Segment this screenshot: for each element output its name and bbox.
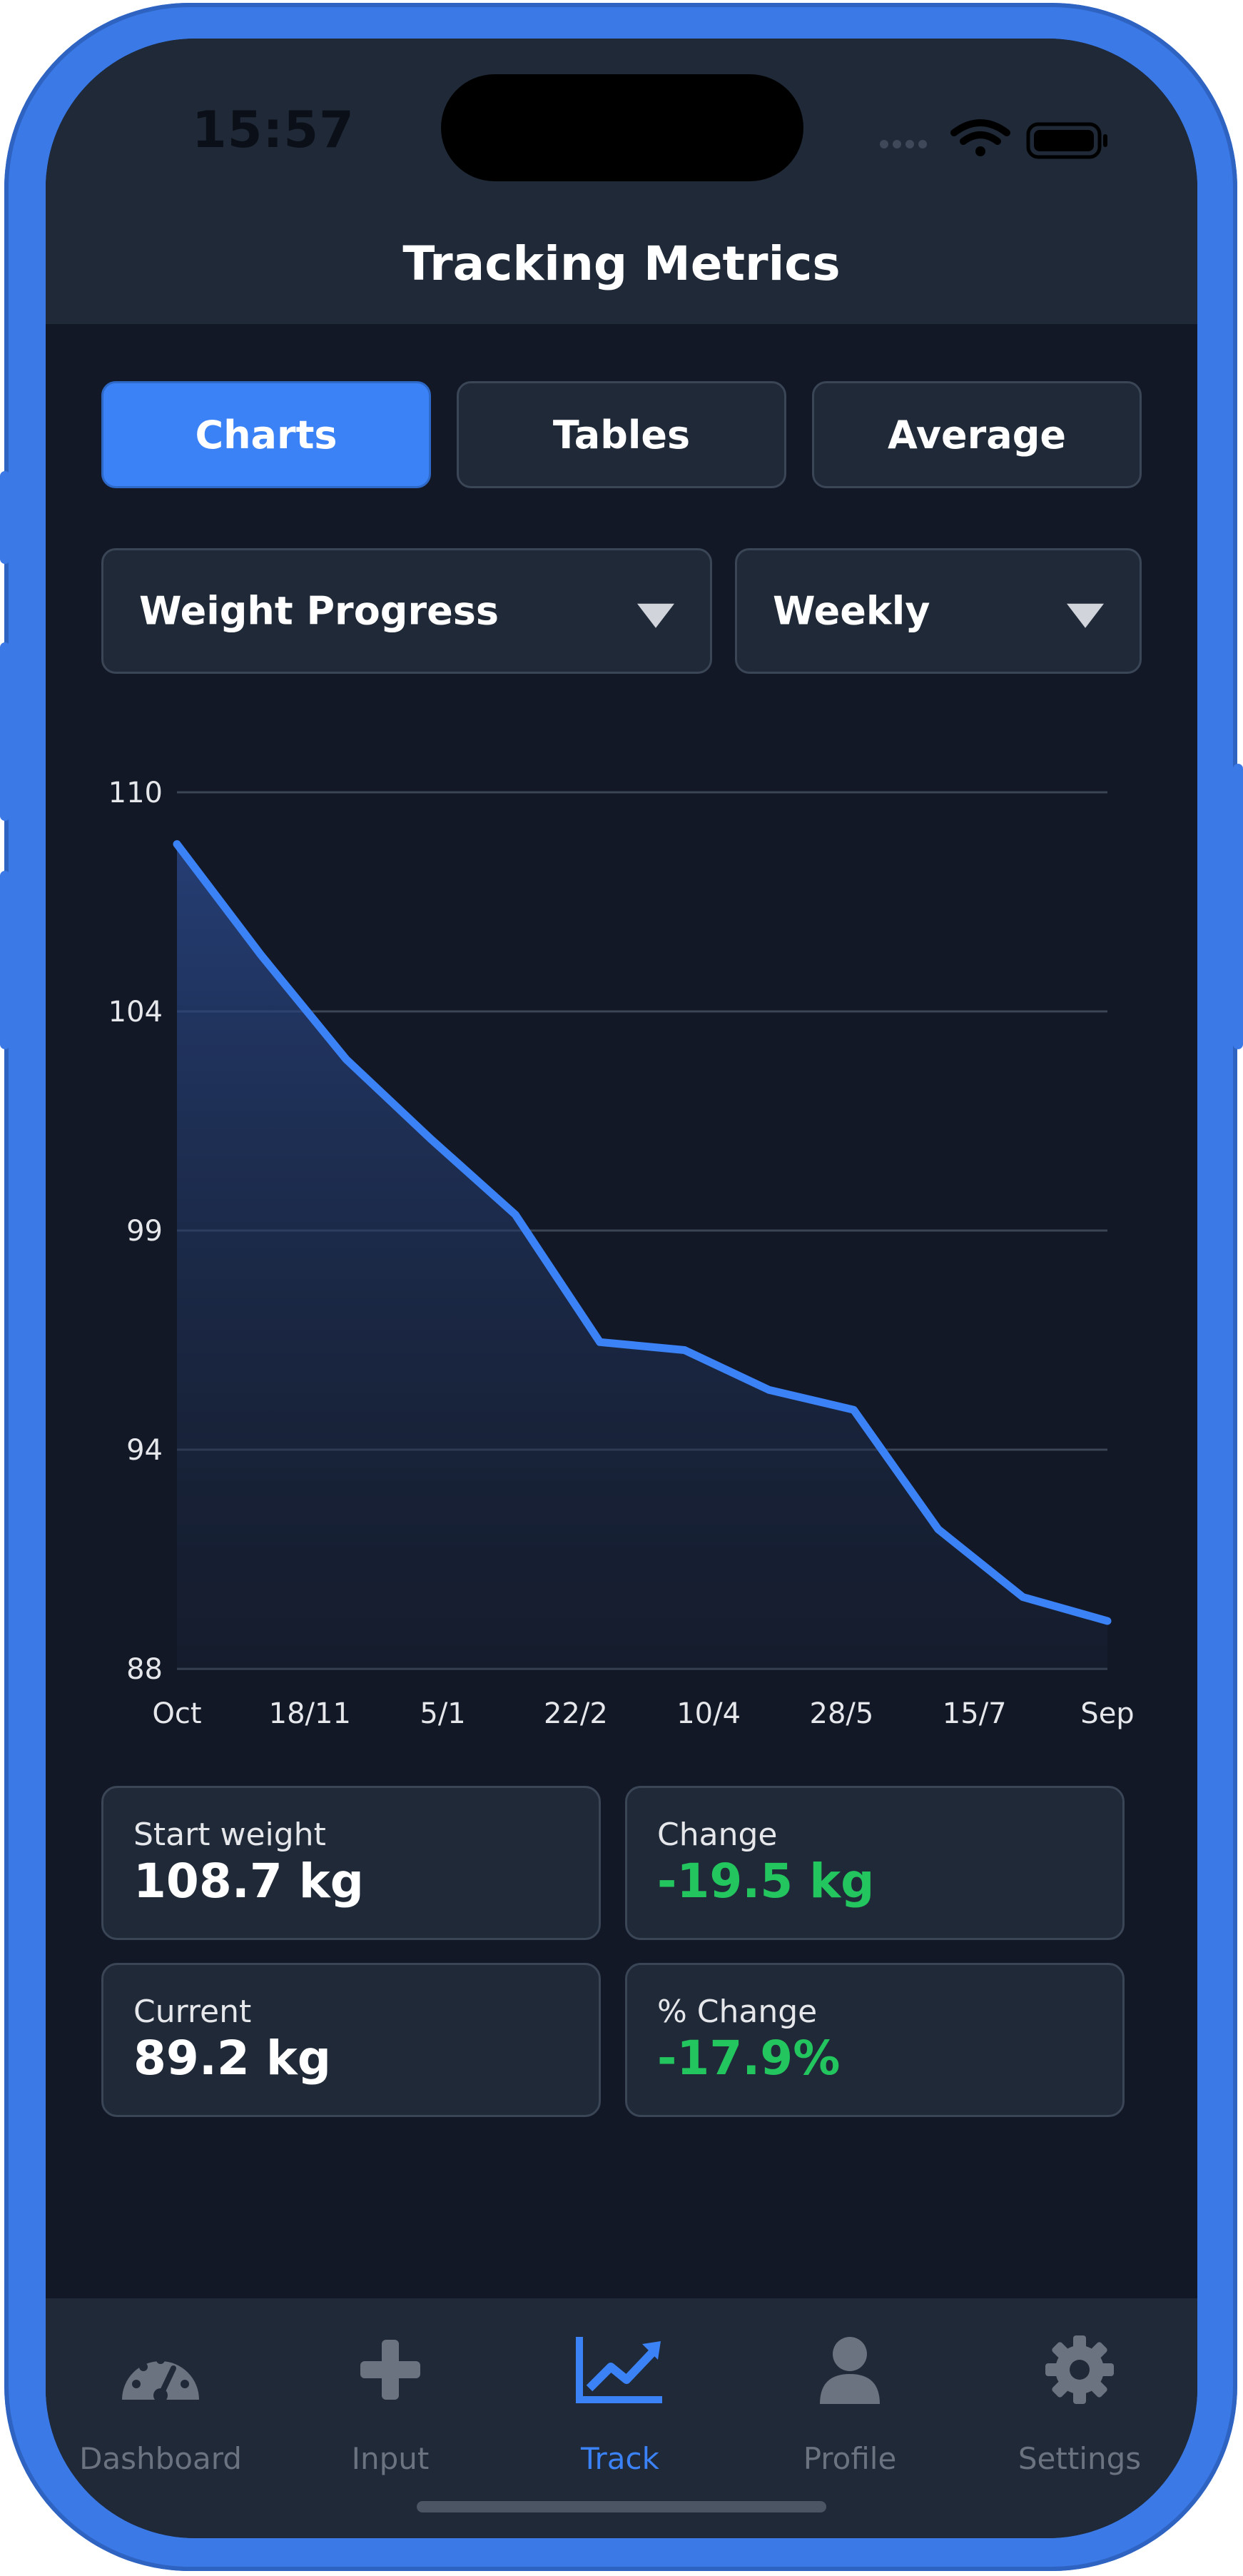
stat-value: 108.7 kg (133, 1854, 364, 1909)
data-point (427, 1135, 435, 1143)
volume-up-button (0, 642, 10, 821)
chevron-down-icon (637, 603, 674, 628)
signal-icon (880, 140, 927, 148)
stat-value: 89.2 kg (133, 2031, 331, 2086)
tab-label: Input (351, 2441, 430, 2476)
stat-card-start-weight: Start weight 108.7 kg (101, 1786, 601, 1940)
stat-label: Change (657, 1817, 778, 1853)
x-tick-label: Oct (152, 1697, 201, 1730)
y-tick-label: 104 (108, 996, 163, 1029)
x-tick-label: 18/11 (269, 1697, 351, 1730)
period-dropdown-value: Weekly (773, 588, 930, 634)
stat-label: Current (133, 1994, 252, 2030)
action-button (0, 471, 10, 564)
data-point (258, 951, 265, 959)
tab-charts[interactable]: Charts (101, 381, 431, 488)
x-axis-ticks: Oct 18/11 5/1 22/2 10/4 28/5 15/7 Sep (152, 1697, 1134, 1730)
volume-down-button (0, 871, 10, 1049)
data-point (173, 840, 181, 848)
tab-settings[interactable]: Settings (965, 2298, 1194, 2476)
tab-label: Profile (803, 2441, 897, 2476)
y-axis-ticks: 110 104 99 94 88 (108, 777, 163, 1686)
home-indicator[interactable] (417, 2501, 826, 2512)
power-button (1233, 764, 1243, 1049)
x-tick-label: 28/5 (810, 1697, 874, 1730)
stat-card-change: Change -19.5 kg (625, 1786, 1125, 1940)
stat-label: Start weight (133, 1817, 326, 1853)
plus-icon (360, 2340, 420, 2400)
bottom-tab-bar: Dashboard Input Track Profile (46, 2298, 1197, 2538)
stat-value: -19.5 kg (657, 1854, 875, 1909)
tab-label: Track (581, 2441, 659, 2476)
header: 15:57 Tracking Metrics (46, 39, 1197, 324)
x-tick-label: 10/4 (676, 1697, 741, 1730)
x-tick-label: 5/1 (420, 1697, 465, 1730)
x-tick-label: 15/7 (943, 1697, 1007, 1730)
period-dropdown[interactable]: Weekly (735, 548, 1142, 674)
data-point (343, 1055, 350, 1063)
tab-label: Settings (1018, 2441, 1142, 2476)
status-time: 15:57 (192, 101, 355, 159)
tab-tables[interactable]: Tables (457, 381, 786, 488)
status-icons (880, 119, 1107, 159)
data-point (934, 1525, 942, 1533)
metric-dropdown[interactable]: Weight Progress (101, 548, 712, 674)
weight-chart: 110 104 99 94 88 Oct 18/11 5/1 22/2 10/4 28/5 15/7… (108, 777, 1135, 1730)
series-line (173, 840, 1112, 1625)
area-fill (177, 844, 1107, 1669)
data-point (850, 1406, 858, 1414)
tab-label: Dashboard (79, 2441, 242, 2476)
data-point (681, 1346, 689, 1354)
tab-average[interactable]: Average (812, 381, 1142, 488)
tab-dashboard[interactable]: Dashboard (46, 2298, 275, 2476)
stat-card-current: Current 89.2 kg (101, 1963, 601, 2117)
stat-label: % Change (657, 1994, 818, 2030)
x-tick-label: 22/2 (544, 1697, 608, 1730)
screen: 15:57 Tracking Metrics Charts Tables Av (46, 39, 1197, 2538)
stat-value: -17.9% (657, 2031, 841, 2086)
stat-card-percent-change: % Change -17.9% (625, 1963, 1125, 2117)
wifi-icon (950, 119, 1010, 156)
chevron-down-icon (1067, 603, 1104, 628)
battery-icon (1026, 122, 1107, 159)
data-points (173, 840, 1111, 1625)
data-point (1019, 1593, 1027, 1601)
chart-line-icon (576, 2337, 662, 2403)
x-tick-label: Sep (1080, 1697, 1134, 1730)
tab-profile[interactable]: Profile (735, 2298, 965, 2476)
y-tick-label: 110 (108, 777, 163, 809)
data-point (512, 1211, 519, 1218)
y-tick-label: 99 (126, 1215, 163, 1248)
y-tick-label: 88 (126, 1653, 163, 1686)
user-icon (820, 2337, 880, 2404)
dashboard-gauge-icon (122, 2355, 199, 2403)
tab-track[interactable]: Track (505, 2298, 735, 2476)
data-point (765, 1386, 773, 1394)
y-tick-label: 94 (126, 1434, 163, 1467)
data-point (596, 1338, 604, 1346)
gear-icon (1045, 2335, 1114, 2404)
metric-dropdown-value: Weight Progress (139, 588, 499, 634)
page-title: Tracking Metrics (402, 236, 841, 291)
tab-input[interactable]: Input (275, 2298, 505, 2476)
dynamic-island (441, 74, 803, 181)
data-point (1104, 1617, 1111, 1625)
